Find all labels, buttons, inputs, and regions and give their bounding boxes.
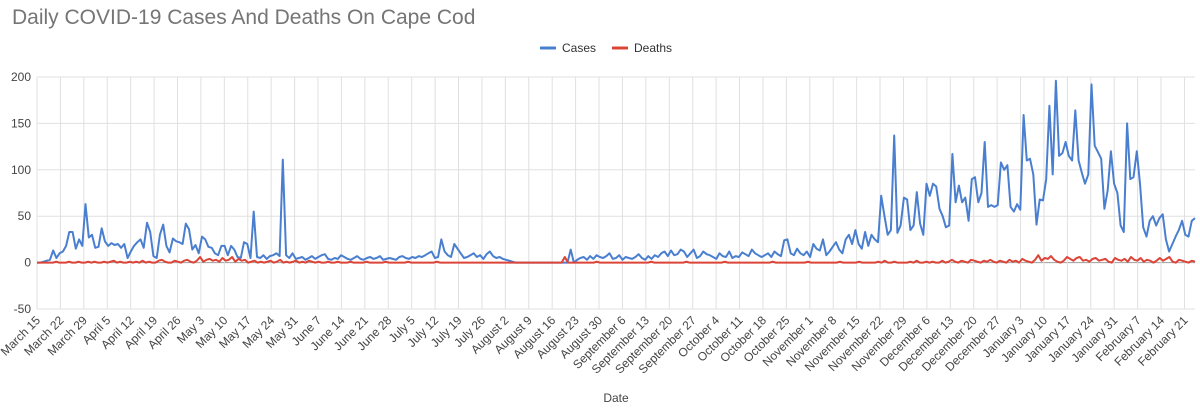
x-axis-label: Date: [603, 391, 629, 405]
legend-label-cases: Cases: [562, 41, 596, 55]
y-tick-label: 0: [24, 256, 31, 270]
chart-title: Daily COVID-19 Cases And Deaths On Cape …: [12, 6, 476, 29]
y-tick-label: 100: [11, 163, 31, 177]
series-line-cases: [37, 79, 1196, 264]
y-tick-label: -50: [14, 302, 32, 316]
y-tick-label: 150: [11, 116, 31, 130]
legend-label-deaths: Deaths: [634, 41, 672, 55]
y-tick-label: 200: [11, 70, 31, 84]
y-tick-label: 50: [18, 209, 32, 223]
series-line-deaths: [37, 254, 1196, 264]
